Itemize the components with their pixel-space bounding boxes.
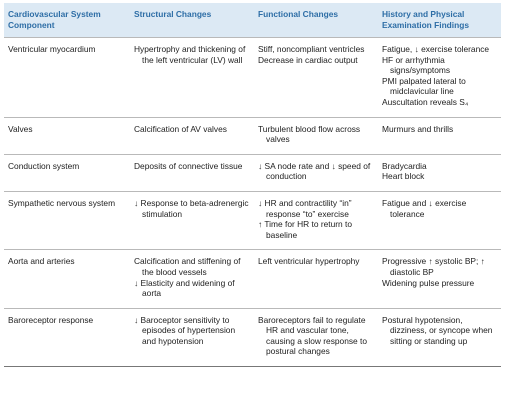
table-row: Ventricular myocardium Hypertrophy and th…	[4, 37, 501, 118]
table-cell: Calcification and stiffening of the bloo…	[130, 249, 254, 309]
table-cell: ↓ HR and contractility “in” response “to…	[254, 190, 378, 250]
cell-item: Calcification of AV valves	[134, 123, 227, 134]
table-row: Valves Calcification of AV valves Turbulen…	[4, 116, 501, 155]
cell-item: Sympathetic nervous system	[8, 197, 116, 208]
cell-item: Turbulent blood flow across valves	[258, 123, 361, 145]
cell-item: HF or arrhythmia signs/symptoms	[382, 54, 451, 76]
cell-item: Aorta and arteries	[8, 256, 75, 267]
cell-item: Baroreceptor response	[8, 314, 94, 325]
table-row: Baroreceptor response ↓ Baroceptor sensit…	[4, 307, 501, 368]
cell-item: ↓ Response to beta-adrenergic stimulatio…	[134, 197, 249, 219]
cell-item: Valves	[8, 123, 33, 134]
cell-item: Progressive ↑ systolic BP; ↑ diastolic B…	[382, 256, 485, 277]
table-cell: Postural hypotension, dizziness, or sync…	[378, 307, 501, 368]
cell-item: Left ventricular hypertrophy	[258, 256, 360, 267]
table-cell: ↓ Baroceptor sensitivity to episodes of …	[130, 307, 254, 368]
cell-item: ↓ Baroceptor sensitivity to episodes of …	[134, 314, 236, 346]
table-cell: Turbulent blood flow across valves	[254, 116, 378, 155]
table-cell: Valves	[4, 116, 130, 155]
cell-item: Fatigue, ↓ exercise tolerance	[382, 44, 490, 54]
cell-item: ↓ HR and contractility “in” response “to…	[258, 197, 352, 219]
header-cell: Functional Changes	[254, 3, 378, 38]
cell-item: Fatigue and ↓ exercise tolerance	[382, 197, 467, 219]
table-cell: Stiff, noncompliant ventricles Decrease i…	[254, 37, 378, 118]
table-cell: Deposits of connective tissue	[130, 153, 254, 192]
table-cell: Bradycardia Heart block	[378, 153, 501, 192]
table-cell: Conduction system	[4, 153, 130, 192]
findings-table: Cardiovascular System Component Structura…	[4, 3, 501, 368]
cell-item: Decrease in cardiac output	[258, 54, 358, 65]
table-cell: Murmurs and thrills	[378, 116, 501, 155]
header-cell: Structural Changes	[130, 3, 254, 38]
cell-item: Postural hypotension, dizziness, or sync…	[382, 314, 493, 346]
table-cell: Hypertrophy and thickening of the left v…	[130, 37, 254, 118]
cell-item: Stiff, noncompliant ventricles	[258, 44, 365, 54]
cell-item: ↓ SA node rate and ↓ speed of conduction	[258, 160, 371, 182]
table-cell: ↓ Response to beta-adrenergic stimulatio…	[130, 190, 254, 250]
table-cell: Baroreceptor response	[4, 307, 130, 368]
cell-item: Widening pulse pressure	[382, 277, 475, 288]
table-cell: Progressive ↑ systolic BP; ↑ diastolic B…	[378, 249, 501, 309]
table-cell: Aorta and arteries	[4, 249, 130, 309]
table-cell: Ventricular myocardium	[4, 37, 130, 118]
cell-item: ↓ Elasticity and widening of aorta	[134, 277, 235, 299]
table-cell: Sympathetic nervous system	[4, 190, 130, 250]
cell-item: Deposits of connective tissue	[134, 160, 243, 171]
table-cell: Fatigue, ↓ exercise tolerance HF or arrhy…	[378, 37, 501, 118]
page: Cardiovascular System Component Structura…	[0, 3, 505, 401]
table-row: Aorta and arteries Calcification and stif…	[4, 249, 501, 309]
table-cell: Fatigue and ↓ exercise tolerance	[378, 190, 501, 250]
cell-item: Baroreceptors fail to regulate HR and va…	[258, 314, 368, 357]
cell-item: Auscultation reveals S₄	[382, 96, 469, 107]
table-cell: ↓ SA node rate and ↓ speed of conduction	[254, 153, 378, 192]
table-cell: Baroreceptors fail to regulate HR and va…	[254, 307, 378, 368]
header-row: Cardiovascular System Component Structura…	[4, 3, 501, 38]
cell-item: Conduction system	[8, 160, 80, 171]
table-cell: Calcification of AV valves	[130, 116, 254, 155]
cell-item: Bradycardia	[382, 160, 427, 171]
table-row: Sympathetic nervous system ↓ Response to …	[4, 190, 501, 250]
table-cell: Left ventricular hypertrophy	[254, 249, 378, 309]
cell-item: Ventricular myocardium	[8, 44, 96, 54]
cell-item: Calcification and stiffening of the bloo…	[134, 256, 241, 277]
table-row: Conduction system Deposits of connective …	[4, 153, 501, 192]
cell-item: Hypertrophy and thickening of the left v…	[134, 44, 246, 65]
header-cell: Cardiovascular System Component	[4, 3, 130, 38]
cell-item: Murmurs and thrills	[382, 123, 454, 134]
cell-item: ↑ Time for HR to return to baseline	[258, 219, 353, 240]
cell-item: Heart block	[382, 171, 425, 182]
header-cell: History and Physical Examination Finding…	[378, 3, 501, 38]
cell-item: PMI palpated lateral to midclavicular li…	[382, 75, 466, 97]
table-body: Ventricular myocardium Hypertrophy and th…	[4, 37, 501, 368]
